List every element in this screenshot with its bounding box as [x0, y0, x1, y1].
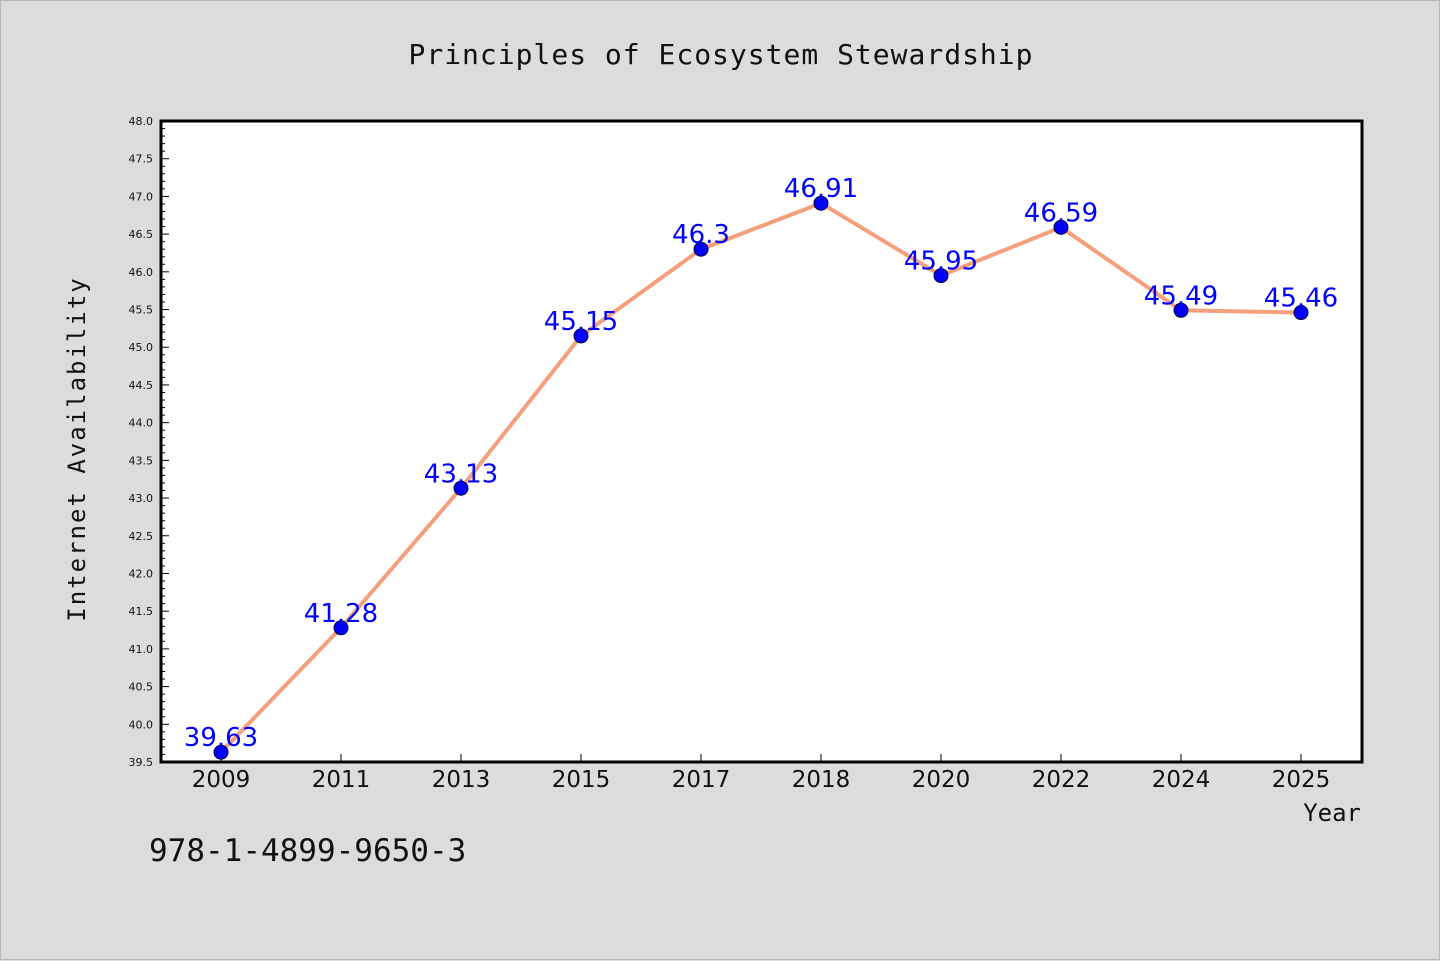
- series-line: [219, 201, 1302, 754]
- data-point: [693, 241, 709, 257]
- y-tick-label: 47.5: [129, 153, 154, 166]
- data-point: [813, 195, 829, 211]
- plot-area: [159, 119, 1364, 764]
- x-tick-label: 2011: [312, 767, 371, 793]
- y-tick-label: 47.0: [129, 190, 154, 203]
- data-point: [933, 268, 949, 284]
- y-tick-label: 40.5: [129, 681, 154, 694]
- y-tick-label: 40.0: [129, 718, 154, 731]
- x-tick-label: 2020: [912, 767, 971, 793]
- data-label: 41.28: [304, 599, 378, 629]
- data-label: 46.3: [672, 220, 730, 250]
- y-tick-label: 43.5: [129, 454, 154, 467]
- data-point: [453, 480, 469, 496]
- y-tick-label: 46.5: [129, 228, 154, 241]
- data-label: 46.91: [784, 174, 858, 204]
- y-axis: 39.5 40.0 40.5 41.0 41.5 42.0 42.5 43.0 43.5 44.0…: [129, 115, 169, 769]
- x-tick-label: 2022: [1032, 767, 1091, 793]
- x-tick-label: 2017: [672, 767, 731, 793]
- data-label: 45.46: [1264, 284, 1338, 314]
- y-tick-label: 44.0: [129, 417, 154, 430]
- y-tick-label: 39.5: [129, 756, 154, 769]
- x-axis: 2009 2011 2013 2015 2017 2018 2020 2022 2024 2025: [192, 754, 1331, 793]
- data-label: 39.63: [184, 723, 258, 753]
- data-label: 43.13: [424, 459, 498, 489]
- y-tick-label: 44.5: [129, 379, 154, 392]
- series-group: 39.63 41.28 43.13 45.15 46.3 46.91 45.95 46.59 4…: [184, 174, 1338, 760]
- y-tick-label: 46.0: [129, 266, 154, 279]
- x-tick-label: 2009: [192, 767, 251, 793]
- y-tick-label: 45.0: [129, 341, 154, 354]
- x-tick-label: 2024: [1152, 767, 1211, 793]
- data-label: 45.49: [1144, 281, 1218, 311]
- y-tick-label: 45.5: [129, 304, 154, 317]
- data-label: 45.15: [544, 307, 618, 337]
- data-point: [1293, 305, 1309, 321]
- y-tick-label: 41.0: [129, 643, 154, 656]
- y-tick-label: 42.5: [129, 530, 154, 543]
- data-label: 45.95: [904, 247, 978, 277]
- data-label: 46.59: [1024, 198, 1098, 228]
- isbn-text: 978-1-4899-9650-3: [149, 833, 467, 869]
- y-tick-label: 41.5: [129, 605, 154, 618]
- chart-title: Principles of Ecosystem Stewardship: [408, 38, 1033, 71]
- x-tick-label: 2013: [432, 767, 491, 793]
- y-axis-label: Internet Availability: [63, 276, 91, 621]
- x-tick-label: 2015: [552, 767, 611, 793]
- x-tick-label: 2018: [792, 767, 851, 793]
- x-axis-label: Year: [1303, 799, 1361, 827]
- data-point: [333, 620, 349, 636]
- y-tick-label: 42.0: [129, 567, 154, 580]
- data-point: [1053, 219, 1069, 235]
- data-point: [213, 744, 229, 760]
- y-tick-label: 48.0: [129, 115, 154, 128]
- x-tick-label: 2025: [1272, 767, 1331, 793]
- y-tick-label: 43.0: [129, 492, 154, 505]
- data-point: [1173, 302, 1189, 318]
- data-point: [573, 328, 589, 344]
